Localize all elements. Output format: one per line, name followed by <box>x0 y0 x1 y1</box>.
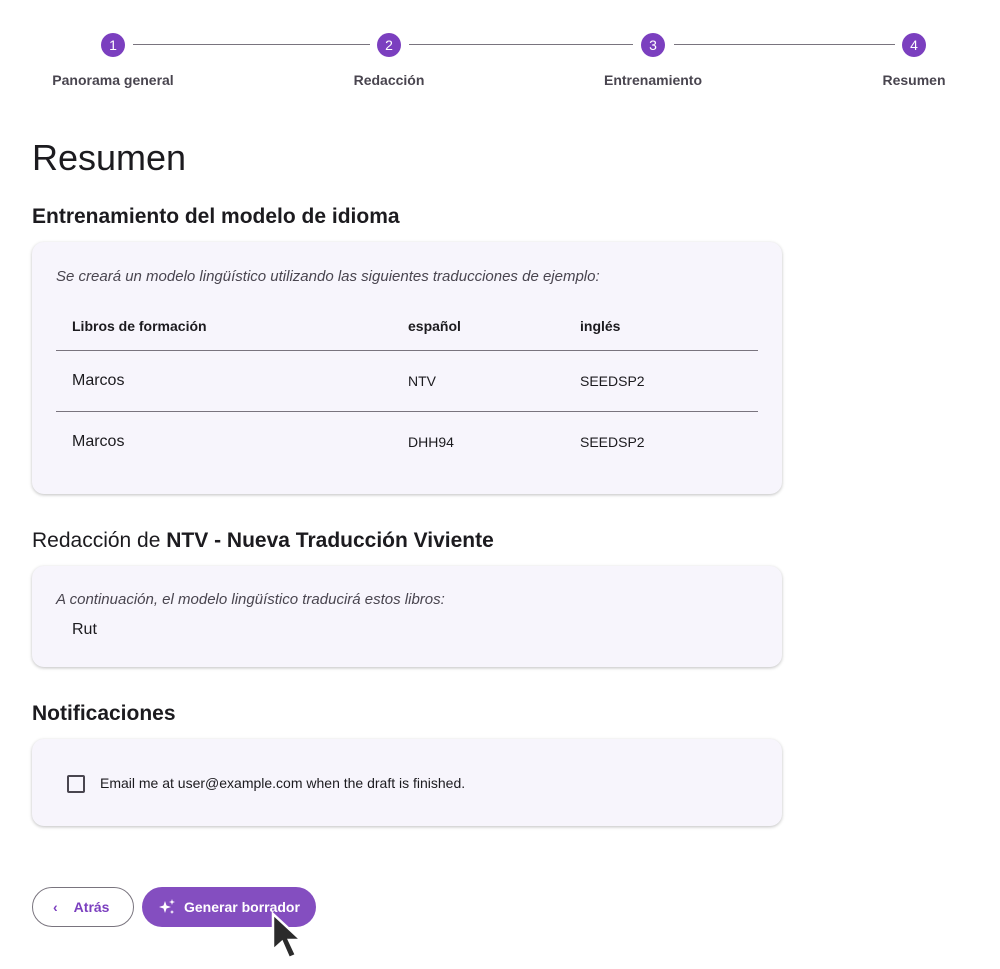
email-checkbox[interactable] <box>67 775 85 793</box>
stepper: 1 2 3 4 Panorama general Redacción Entre… <box>0 33 1000 93</box>
drafting-card: A continuación, el modelo lingüístico tr… <box>32 566 782 667</box>
step-2-label[interactable]: Redacción <box>353 72 425 88</box>
step-3-badge[interactable]: 3 <box>641 33 665 57</box>
cell-source: DHH94 <box>408 433 454 450</box>
step-4-badge[interactable]: 4 <box>902 33 926 57</box>
training-heading: Entrenamiento del modelo de idioma <box>32 205 400 228</box>
drafting-books: Rut <box>72 621 97 638</box>
step-3-label[interactable]: Entrenamiento <box>603 72 703 88</box>
cell-book: Marcos <box>72 432 125 450</box>
sparkle-icon <box>159 899 175 914</box>
training-intro: Se creará un modelo lingüístico utilizan… <box>56 268 600 285</box>
back-button[interactable]: ‹ Atrás <box>32 887 134 927</box>
step-1-label[interactable]: Panorama general <box>52 72 174 88</box>
step-connector <box>674 44 895 45</box>
table-row: Marcos DHH94 SEEDSP2 <box>56 411 758 472</box>
email-checkbox-label[interactable]: Email me at user@example.com when the dr… <box>100 775 466 791</box>
step-connector <box>409 44 633 45</box>
drafting-intro: A continuación, el modelo lingüístico tr… <box>56 591 445 608</box>
heading-prefix: Redacción de <box>32 529 161 552</box>
drafting-heading: Redacción de NTV - Nueva Traducción Vivi… <box>32 529 494 553</box>
generate-label: Generar borrador <box>184 899 300 915</box>
step-4-label[interactable]: Resumen <box>882 72 946 88</box>
page-title: Resumen <box>32 137 187 178</box>
notifications-card: Email me at user@example.com when the dr… <box>32 739 782 826</box>
column-header: español <box>392 302 564 351</box>
step-1-badge[interactable]: 1 <box>101 33 125 57</box>
project-name: NTV - Nueva Traducción Viviente <box>166 529 494 552</box>
cell-source: NTV <box>392 350 564 412</box>
column-header: inglés <box>564 302 758 351</box>
step-2-badge[interactable]: 2 <box>377 33 401 57</box>
cell-target: SEEDSP2 <box>580 433 645 450</box>
back-label: Atrás <box>73 899 110 915</box>
cell-book: Marcos <box>56 350 392 412</box>
column-header: Libros de formación <box>56 302 392 351</box>
training-card: Se creará un modelo lingüístico utilizan… <box>32 242 782 494</box>
mouse-cursor-icon <box>271 912 305 960</box>
notifications-heading: Notificaciones <box>32 702 176 725</box>
cell-target: SEEDSP2 <box>564 350 758 412</box>
generate-draft-button[interactable]: Generar borrador <box>142 887 316 927</box>
step-connector <box>133 44 370 45</box>
training-table: Libros de formación español inglés Marcos N… <box>56 302 758 472</box>
table-row: Marcos NTV SEEDSP2 <box>56 350 758 412</box>
chevron-left-icon: ‹ <box>53 899 58 915</box>
